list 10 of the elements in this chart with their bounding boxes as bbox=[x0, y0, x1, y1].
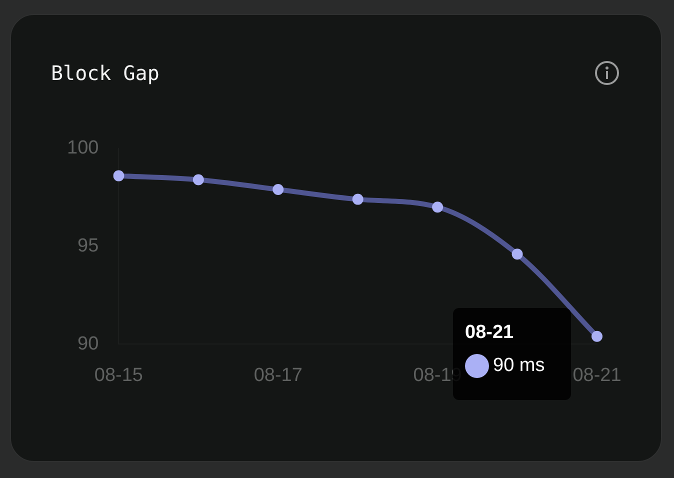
text: 90 ms bbox=[493, 355, 545, 377]
y-tick-label: 100 bbox=[67, 138, 99, 159]
x-tick-label: 08-19 bbox=[413, 364, 462, 386]
chart-title: Block Gap bbox=[51, 61, 160, 85]
x-tick-label: 08-17 bbox=[254, 364, 302, 386]
x-tick-label: 08-21 bbox=[572, 364, 622, 386]
y-tick-label: 90 bbox=[78, 333, 99, 354]
annotation: 08-21 bbox=[465, 322, 515, 344]
y-tick-label: 95 bbox=[78, 236, 99, 257]
x-tick-label: 08-15 bbox=[94, 364, 144, 386]
